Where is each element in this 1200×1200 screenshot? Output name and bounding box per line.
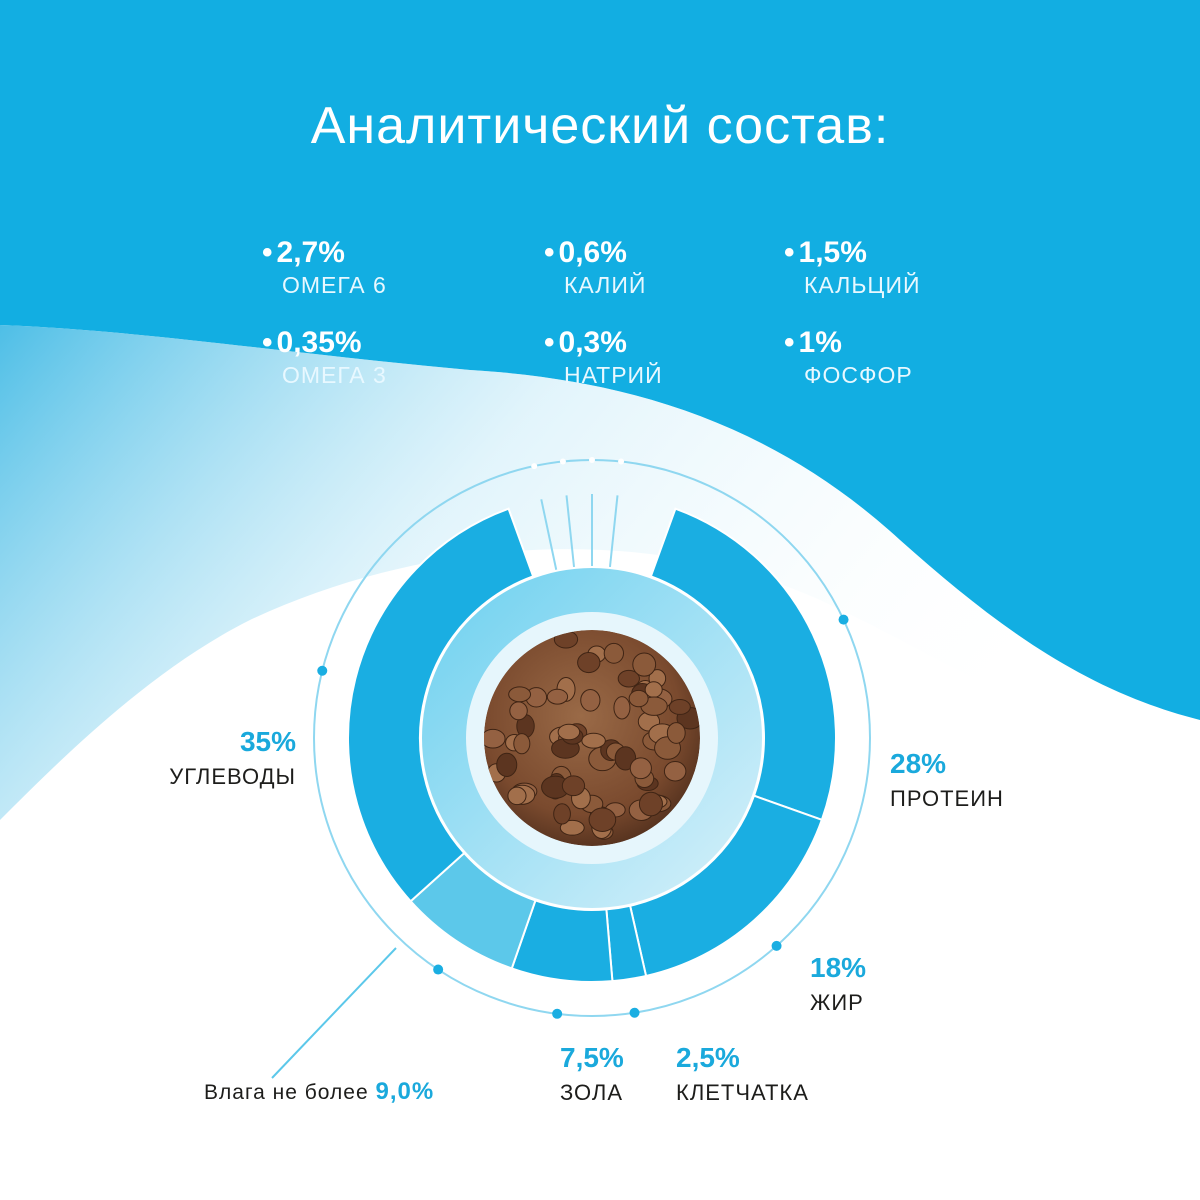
- kibble-piece: [513, 733, 531, 755]
- kibble-piece: [546, 688, 569, 705]
- kibble-piece: [580, 688, 601, 712]
- slice-name: КЛЕТЧАТКА: [676, 1080, 809, 1105]
- kibble-piece: [581, 732, 606, 749]
- slice-name: УГЛЕВОДЫ: [169, 764, 296, 789]
- nutrient-label: ОМЕГА 6: [282, 272, 387, 298]
- kibble-piece: [508, 686, 532, 703]
- page-title: Аналитический состав:: [310, 97, 890, 155]
- slice-name: ЗОЛА: [560, 1080, 624, 1105]
- nutrient-omega6: 2,7% ОМЕГА 6: [262, 236, 387, 300]
- nutrient-value: 0,3%: [544, 326, 663, 360]
- nutrient-omega3: 0,35% ОМЕГА 3: [262, 326, 387, 390]
- slice-moisture-marker: [433, 964, 444, 975]
- kibble-piece: [666, 722, 686, 744]
- label-carbs: 35% УГЛЕВОДЫ: [140, 724, 296, 794]
- slice-carbs-marker: [317, 665, 328, 676]
- kibble-piece: [603, 642, 625, 664]
- slice-value: 9,0%: [375, 1078, 435, 1105]
- kibble-piece: [629, 757, 652, 780]
- nutrient-value: 1%: [784, 326, 913, 360]
- micro-marker: [589, 457, 595, 463]
- slice-fat-marker: [771, 940, 782, 951]
- slice-protein-marker: [838, 614, 849, 625]
- kibble-piece: [628, 689, 649, 708]
- nutrient-calcium: 1,5% КАЛЬЦИЙ: [784, 236, 921, 300]
- nutrient-value: 0,6%: [544, 236, 646, 270]
- kibble-piece: [507, 786, 527, 806]
- nutrient-sodium: 0,3% НАТРИЙ: [544, 326, 663, 390]
- slice-name: Влага не более: [204, 1081, 369, 1104]
- label-ash: 7,5% ЗОЛА: [560, 1040, 624, 1110]
- micro-tick: [540, 499, 558, 570]
- kibble-piece: [484, 728, 506, 749]
- slice-value: 18%: [810, 952, 867, 983]
- kibble-piece: [668, 699, 691, 715]
- kibble-piece: [613, 696, 631, 720]
- kibble-piece: [509, 701, 528, 721]
- slice-name: ЖИР: [810, 990, 864, 1015]
- nutrient-label: ОМЕГА 3: [282, 362, 387, 388]
- nutrient-label: КАЛИЙ: [564, 272, 647, 298]
- micro-tick: [565, 495, 576, 568]
- nutrient-label: ФОСФОР: [804, 362, 913, 388]
- nutrient-label: НАТРИЙ: [564, 362, 663, 388]
- donut-slices: [347, 494, 837, 983]
- slice-fiber-marker: [629, 1007, 640, 1018]
- kibble-piece: [553, 803, 571, 825]
- slice-value: 28%: [890, 748, 947, 779]
- slice-carbs: [347, 507, 535, 903]
- slice-value: 35%: [239, 726, 296, 757]
- kibble-piece: [577, 651, 601, 674]
- nutrient-potassium: 0,6% КАЛИЙ: [544, 236, 646, 300]
- slice-value: 7,5%: [560, 1042, 624, 1073]
- micro-tick: [608, 495, 619, 568]
- kibble-piece: [638, 791, 663, 817]
- moisture-leader-line: [271, 947, 397, 1079]
- kibble-photo: [484, 630, 700, 846]
- kibble-piece: [663, 761, 687, 782]
- nutrient-value: 1,5%: [784, 236, 921, 270]
- slice-ash-marker: [552, 1008, 563, 1019]
- slice-name: ПРОТЕИН: [890, 786, 1004, 811]
- label-fat: 18% ЖИР: [810, 950, 866, 1020]
- kibble-piece: [561, 775, 586, 797]
- kibble-piece: [496, 752, 518, 778]
- label-protein: 28% ПРОТЕИН: [890, 746, 1004, 816]
- label-moisture: Влага не более 9,0%: [204, 1078, 434, 1106]
- micro-marker: [531, 463, 538, 470]
- label-fiber: 2,5% КЛЕТЧАТКА: [676, 1040, 809, 1110]
- kibble-piece: [588, 807, 617, 832]
- nutrient-label: КАЛЬЦИЙ: [804, 272, 921, 298]
- slice-markers: [317, 457, 849, 1019]
- micro-marker: [559, 458, 566, 465]
- slice-value: 2,5%: [676, 1042, 740, 1073]
- nutrient-phosphorus: 1% ФОСФОР: [784, 326, 913, 390]
- kibble-piece: [557, 723, 581, 741]
- kibble-piece: [617, 669, 640, 688]
- kibble-piece: [632, 652, 657, 677]
- slice-protein: [649, 507, 837, 822]
- kibble-piece: [559, 819, 585, 836]
- micro-marker: [618, 458, 625, 465]
- nutrient-value: 2,7%: [262, 236, 387, 270]
- nutrient-value: 0,35%: [262, 326, 387, 360]
